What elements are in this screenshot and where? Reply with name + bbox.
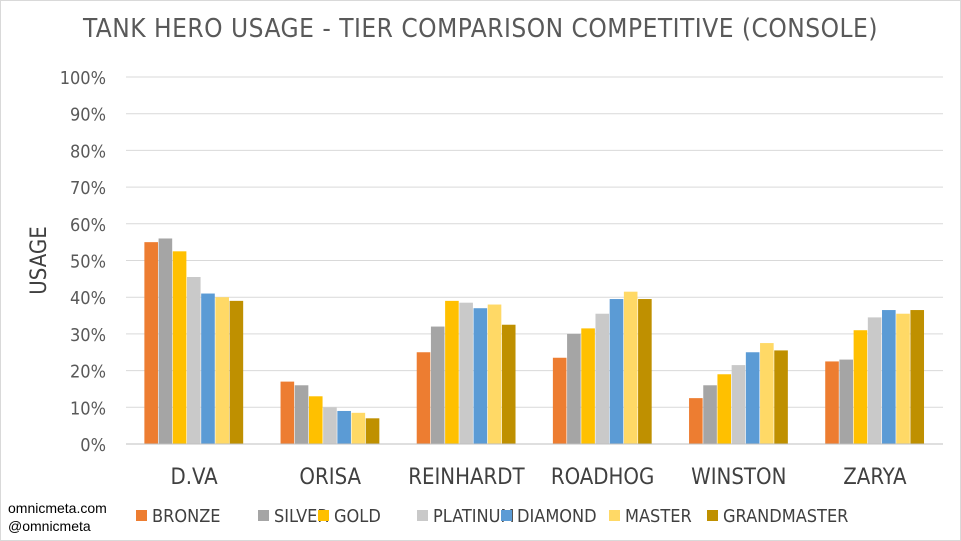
bar-platinum-winston (731, 365, 746, 444)
bar-grandmaster-dva (229, 300, 244, 444)
bar-gold-orisa (308, 396, 323, 444)
x-tick-label: REINHARDT (408, 465, 525, 490)
bar-gold-roadhog (581, 328, 595, 444)
bar-master-roadhog (623, 291, 638, 444)
y-tick-label: 20% (70, 362, 106, 383)
legend-item-silver: SILVER (258, 506, 329, 527)
x-tick-label: D.VA (170, 465, 218, 490)
bar-grandmaster-winston (774, 350, 788, 444)
x-tick-label: ORISA (299, 465, 361, 490)
legend-item-bronze: BRONZE (136, 506, 221, 527)
y-axis-tick-labels: 0% 10% 20% 30% 40% 50% 60% 70% 80% 90% 100% (60, 68, 106, 456)
credit-site: omnicmeta.com (8, 500, 107, 516)
bar-gold-zarya (853, 330, 868, 444)
bar-silver-reinhardt (430, 326, 445, 444)
bar-diamond-reinhardt (473, 308, 488, 444)
bar-master-zarya (896, 313, 910, 444)
y-tick-label: 60% (70, 215, 106, 236)
y-tick-label: 100% (60, 68, 106, 89)
chart-title: TANK HERO USAGE - TIER COMPARISON COMPET… (83, 14, 878, 44)
legend-swatch (501, 510, 512, 521)
y-tick-label: 50% (70, 252, 106, 273)
bar-platinum-reinhardt (459, 302, 473, 444)
bar-silver-dva (158, 238, 173, 444)
legend-label: GRANDMASTER (723, 506, 848, 527)
y-tick-label: 0% (80, 435, 106, 456)
bar-platinum-orisa (323, 407, 337, 444)
legend-label: DIAMOND (517, 506, 597, 527)
bar-diamond-roadhog (609, 299, 624, 444)
bar-bronze-dva (144, 242, 158, 444)
bar-silver-orisa (294, 385, 309, 444)
legend-swatch (417, 510, 428, 521)
bar-silver-zarya (839, 359, 854, 444)
legend-swatch (707, 510, 718, 521)
x-tick-label: ROADHOG (551, 465, 655, 490)
legend-label: GOLD (334, 506, 381, 527)
bar-platinum-roadhog (595, 313, 610, 444)
bar-platinum-zarya (867, 317, 882, 444)
legend-swatch (258, 510, 269, 521)
bar-silver-winston (703, 385, 717, 444)
y-axis-label: USAGE (27, 226, 52, 294)
bar-master-orisa (351, 412, 366, 444)
y-tick-label: 40% (70, 288, 106, 309)
bar-gold-reinhardt (445, 300, 459, 444)
bar-platinum-dva (186, 277, 201, 444)
bar-bronze-winston (689, 398, 703, 445)
legend-label: MASTER (625, 506, 692, 527)
y-tick-label: 70% (70, 178, 106, 199)
bar-diamond-winston (745, 352, 760, 444)
legend: BRONZE SILVER GOLD PLATINUM DIAMOND MASTER GRA… (136, 506, 848, 527)
x-axis-tick-labels: D.VA ORISA REINHARDT ROADHOG WINSTON ZARYA (170, 465, 907, 490)
y-tick-label: 90% (70, 105, 106, 126)
bar-silver-roadhog (567, 333, 581, 444)
bar-grandmaster-orisa (365, 418, 380, 444)
bar-grandmaster-zarya (910, 310, 925, 444)
bar-master-reinhardt (487, 304, 502, 444)
legend-item-platinum: PLATINUM (417, 506, 514, 527)
legend-swatch (136, 510, 147, 521)
bar-bronze-reinhardt (416, 352, 431, 444)
legend-item-diamond: DIAMOND (501, 506, 597, 527)
legend-label: PLATINUM (433, 506, 514, 527)
bar-bronze-orisa (280, 381, 295, 444)
gridlines (126, 76, 943, 408)
legend-item-grandmaster: GRANDMASTER (707, 506, 848, 527)
legend-item-master: MASTER (609, 506, 692, 527)
y-tick-label: 30% (70, 325, 106, 346)
bar-gold-dva (172, 251, 187, 444)
legend-label: BRONZE (152, 506, 221, 527)
bar-diamond-zarya (882, 310, 896, 444)
y-tick-label: 10% (70, 398, 106, 419)
bar-grandmaster-reinhardt (501, 324, 516, 444)
x-tick-label: WINSTON (691, 465, 786, 490)
y-tick-label: 80% (70, 141, 106, 162)
bar-bronze-roadhog (552, 357, 567, 444)
legend-swatch (609, 510, 620, 521)
bar-diamond-dva (201, 293, 215, 444)
bar-master-winston (760, 343, 774, 444)
legend-label: SILVER (274, 506, 329, 527)
bar-grandmaster-roadhog (638, 299, 652, 444)
credit-handle: @omnicmeta (8, 518, 91, 534)
legend-item-gold: GOLD (318, 506, 381, 527)
x-tick-label: ZARYA (843, 465, 907, 490)
bar-diamond-orisa (337, 410, 351, 444)
bar-gold-winston (717, 374, 732, 444)
bar-master-dva (215, 297, 229, 444)
bars (144, 238, 925, 445)
bar-bronze-zarya (825, 361, 839, 444)
legend-swatch (318, 510, 329, 521)
